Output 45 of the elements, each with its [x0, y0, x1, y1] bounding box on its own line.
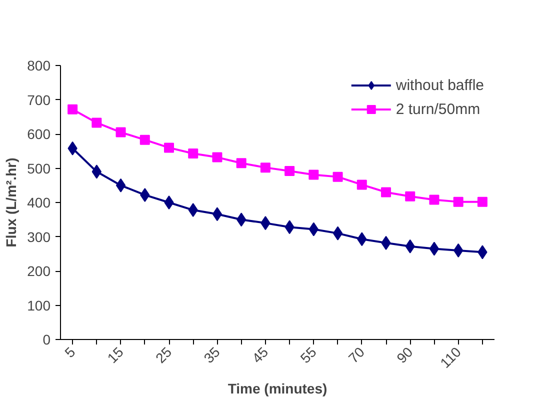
point — [477, 196, 488, 207]
point — [429, 194, 440, 205]
y-tick-label: 200 — [27, 263, 51, 279]
y-tick-label: 700 — [27, 92, 51, 108]
x-tick-label: 110 — [436, 344, 464, 371]
point — [356, 180, 367, 190]
x-tick-label: 35 — [200, 344, 224, 366]
y-tick-label: 500 — [27, 160, 51, 176]
point — [260, 162, 270, 173]
y-tick-label: 400 — [27, 194, 51, 210]
point — [164, 142, 174, 153]
point — [68, 104, 78, 114]
y-tick-label: 0 — [42, 332, 51, 348]
x-tick-label: 5 — [61, 344, 78, 361]
point — [453, 196, 464, 207]
y-tick-label: 300 — [27, 228, 51, 245]
point — [116, 127, 126, 138]
point — [332, 172, 343, 182]
point — [164, 196, 174, 210]
legend-label: 2 turn/50mm — [396, 100, 480, 118]
point — [284, 166, 295, 176]
point — [116, 178, 126, 192]
point — [188, 148, 198, 159]
point — [405, 191, 416, 202]
point — [140, 134, 150, 145]
y-axis-title: Flux (L/m².hr) — [3, 158, 20, 248]
point — [236, 158, 246, 168]
point — [92, 118, 102, 128]
x-axis-title: Time (minutes) — [228, 380, 328, 396]
point — [212, 207, 222, 222]
x-tick-label: 90 — [393, 344, 416, 366]
x-tick-label: 55 — [297, 344, 320, 366]
y-tick-label: 100 — [27, 297, 51, 314]
point — [332, 226, 343, 240]
y-tick-label: 800 — [27, 58, 51, 74]
x-tick-label: 15 — [104, 344, 127, 366]
x-tick-label: 25 — [152, 344, 175, 366]
point — [308, 170, 319, 180]
point — [429, 242, 440, 256]
point — [212, 152, 222, 162]
point — [381, 187, 391, 198]
legend-label: without baffle — [396, 76, 484, 94]
y-tick-label: 600 — [27, 126, 51, 142]
x-tick-label: 70 — [345, 344, 368, 366]
x-tick-label: 45 — [248, 344, 272, 366]
